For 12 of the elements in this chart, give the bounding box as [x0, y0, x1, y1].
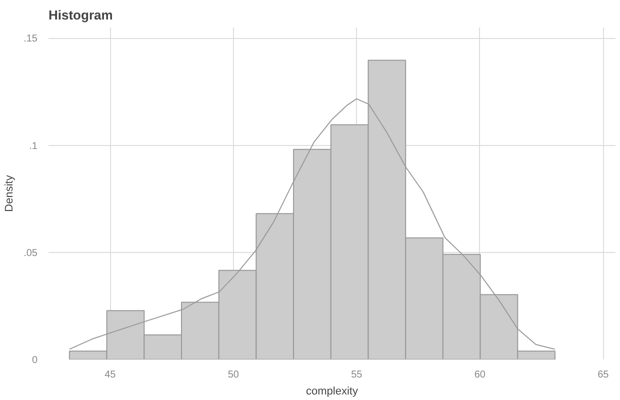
x-tick-label: 60: [474, 370, 486, 380]
x-tick-label: 65: [598, 370, 610, 380]
chart-title: Histogram: [48, 8, 113, 22]
y-tick-label: .1: [29, 140, 38, 152]
x-tick-label: 55: [351, 370, 363, 380]
x-tick-label: 50: [228, 370, 240, 380]
y-tick-label: 0: [32, 355, 38, 366]
y-tick-label: .15: [24, 34, 38, 45]
x-axis-title: complexity: [306, 386, 358, 398]
y-tick-label: .05: [24, 248, 38, 259]
x-tick-label: 45: [104, 370, 116, 380]
y-axis-title: Density: [4, 174, 16, 212]
